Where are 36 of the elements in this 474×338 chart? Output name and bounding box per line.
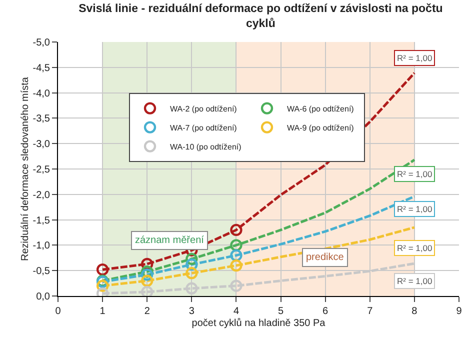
y-tick-label: -2,0 bbox=[32, 190, 50, 201]
x-tick-label: 9 bbox=[456, 306, 462, 317]
x-tick-label: 8 bbox=[412, 306, 418, 317]
x-axis-title: počet cyklů na hladině 350 Pa bbox=[192, 317, 326, 329]
annotation: R² = 1,00 bbox=[397, 276, 432, 286]
legend-label: WA-9 (po odtížení) bbox=[287, 123, 354, 132]
y-tick-label: -3,0 bbox=[32, 139, 50, 150]
y-tick-label: -5,0 bbox=[32, 38, 50, 48]
legend-label: WA-6 (po odtížení) bbox=[287, 104, 354, 114]
y-tick-label: 0,0 bbox=[36, 292, 50, 302]
x-tick-label: 1 bbox=[100, 306, 106, 317]
x-tick-label: 5 bbox=[278, 306, 284, 317]
y-tick-label: -4,0 bbox=[32, 88, 50, 100]
annotation: R² = 1,00 bbox=[397, 204, 432, 214]
legend-label: WA-2 (po odtížení) bbox=[170, 104, 238, 114]
annotation: R² = 1,00 bbox=[397, 169, 432, 179]
x-tick-label: 4 bbox=[233, 306, 240, 317]
y-tick-label: -0,5 bbox=[32, 266, 50, 278]
y-tick-label: -3,5 bbox=[32, 114, 50, 125]
x-tick-label: 6 bbox=[322, 306, 329, 317]
y-tick-label: -1,5 bbox=[32, 215, 50, 226]
band-label: predikce bbox=[306, 252, 344, 263]
y-axis-title: Reziduální deformace sledovaného místa bbox=[20, 76, 31, 261]
x-tick-label: 0 bbox=[55, 306, 62, 317]
x-tick-label: 7 bbox=[367, 306, 374, 317]
legend-label: WA-10 (po odtížení) bbox=[170, 142, 242, 152]
y-tick-label: -1,0 bbox=[32, 240, 50, 252]
x-tick-label: 2 bbox=[144, 306, 150, 317]
y-tick-label: -2,5 bbox=[32, 164, 50, 176]
x-tick-label: 3 bbox=[188, 306, 195, 317]
band-label: záznam měření bbox=[135, 235, 204, 246]
y-tick-label: -4,5 bbox=[32, 62, 50, 74]
chart-title: Svislá linie - reziduální deformace po odtížení v závislosti na počtu cyklů bbox=[78, 2, 443, 30]
annotation: R² = 1,00 bbox=[397, 243, 432, 253]
annotation: R² = 1,00 bbox=[397, 53, 432, 63]
legend-label: WA-7 (po odtížení) bbox=[170, 123, 238, 132]
